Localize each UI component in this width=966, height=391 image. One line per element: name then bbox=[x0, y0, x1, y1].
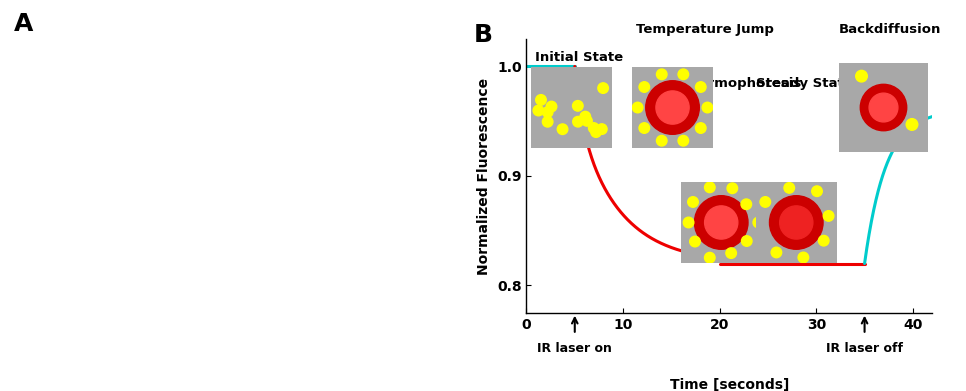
Text: Time [seconds]: Time [seconds] bbox=[669, 378, 789, 391]
Text: Thermophoresis: Thermophoresis bbox=[681, 77, 802, 90]
Text: Steady State: Steady State bbox=[755, 77, 852, 90]
Text: Initial State: Initial State bbox=[534, 52, 623, 65]
Text: A: A bbox=[14, 12, 34, 36]
Y-axis label: Normalized Fluorescence: Normalized Fluorescence bbox=[477, 77, 492, 274]
Text: Backdiffusion: Backdiffusion bbox=[838, 23, 941, 36]
Text: IR laser off: IR laser off bbox=[826, 343, 903, 355]
Text: B: B bbox=[473, 23, 493, 47]
Text: IR laser on: IR laser on bbox=[537, 343, 612, 355]
Text: Temperature Jump: Temperature Jump bbox=[636, 23, 774, 36]
